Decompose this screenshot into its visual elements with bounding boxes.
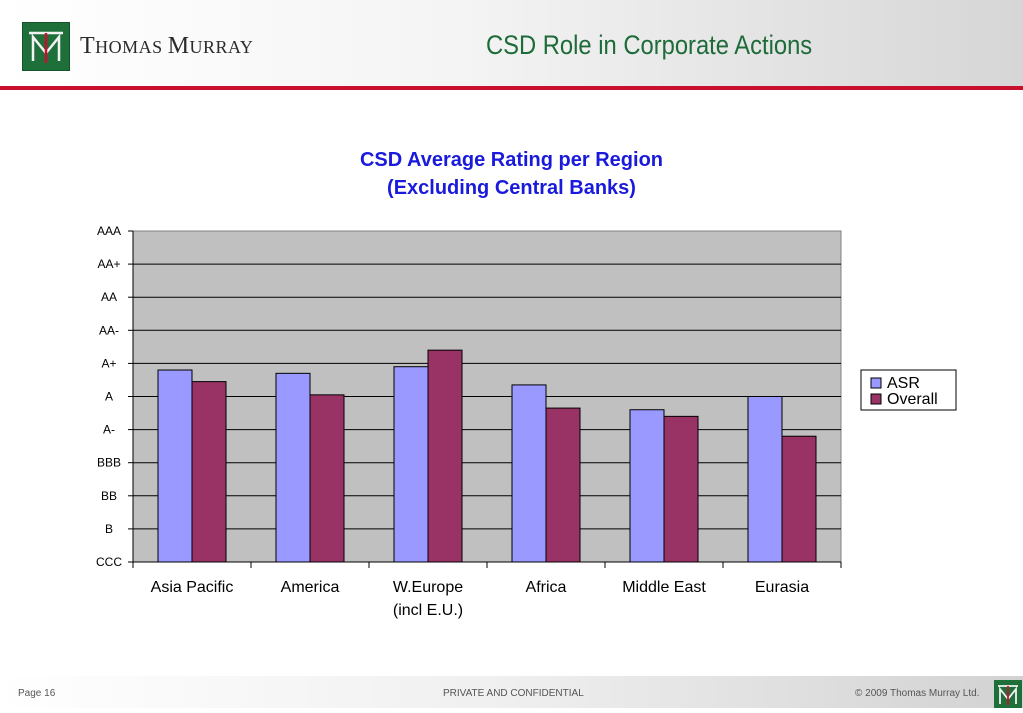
x-tick-label: Eurasia: [755, 579, 809, 596]
y-tick-label: A: [105, 390, 113, 404]
y-tick-label: BB: [101, 489, 117, 503]
slide-title: CSD Role in Corporate Actions: [486, 30, 813, 60]
y-tick-label: B: [105, 522, 113, 536]
y-tick-label: AA+: [97, 257, 120, 271]
chart-subtitle: (Excluding Central Banks): [387, 177, 636, 199]
chart-title: CSD Average Rating per Region: [359, 149, 664, 171]
y-tick-label: BBB: [97, 456, 121, 470]
header-divider: [0, 86, 1023, 90]
y-tick-label: AAA: [97, 224, 121, 238]
bar-asr: [511, 384, 547, 563]
legend-label-overall: Overall: [887, 391, 938, 408]
legend-swatch-asr: [870, 377, 882, 389]
legend-swatch-overall: [870, 393, 882, 405]
y-tick-label: A-: [103, 423, 115, 437]
x-tick-label: America: [281, 579, 340, 596]
bar-asr: [393, 366, 429, 563]
bar-overall: [663, 415, 699, 563]
bar-overall: [781, 435, 817, 563]
bar-asr: [275, 372, 311, 563]
y-tick-label: AA-: [99, 323, 119, 337]
y-tick-label: AA: [101, 290, 117, 304]
bar-overall: [545, 407, 581, 563]
x-tick-label: Middle East: [622, 579, 706, 596]
bar-overall: [191, 381, 227, 563]
x-tick-label: W.Europe: [393, 579, 463, 596]
copyright-text: © 2009 Thomas Murray Ltd.: [855, 688, 980, 699]
brand-wordmark: THOMAS MURRAY: [80, 33, 254, 59]
bar-overall: [427, 349, 463, 563]
thomas-murray-logo-icon: [22, 22, 70, 71]
bar-overall: [309, 394, 345, 563]
bar-asr: [157, 369, 193, 563]
x-tick-label: Africa: [526, 579, 567, 596]
footer-logo-icon: [994, 680, 1022, 708]
page-number: Page 16: [18, 688, 56, 699]
x-tick-label-line2: (incl E.U.): [393, 602, 463, 619]
header-band: [0, 0, 1023, 86]
bar-asr: [629, 409, 665, 563]
x-tick-label: Asia Pacific: [151, 579, 234, 596]
confidential-label: PRIVATE AND CONFIDENTIAL: [443, 688, 584, 699]
legend-box: [860, 369, 957, 411]
legend-label-asr: ASR: [887, 375, 920, 392]
y-tick-label: CCC: [96, 555, 122, 569]
footer-band: [0, 676, 1023, 708]
y-tick-label: A+: [101, 356, 116, 370]
bar-asr: [747, 396, 783, 563]
